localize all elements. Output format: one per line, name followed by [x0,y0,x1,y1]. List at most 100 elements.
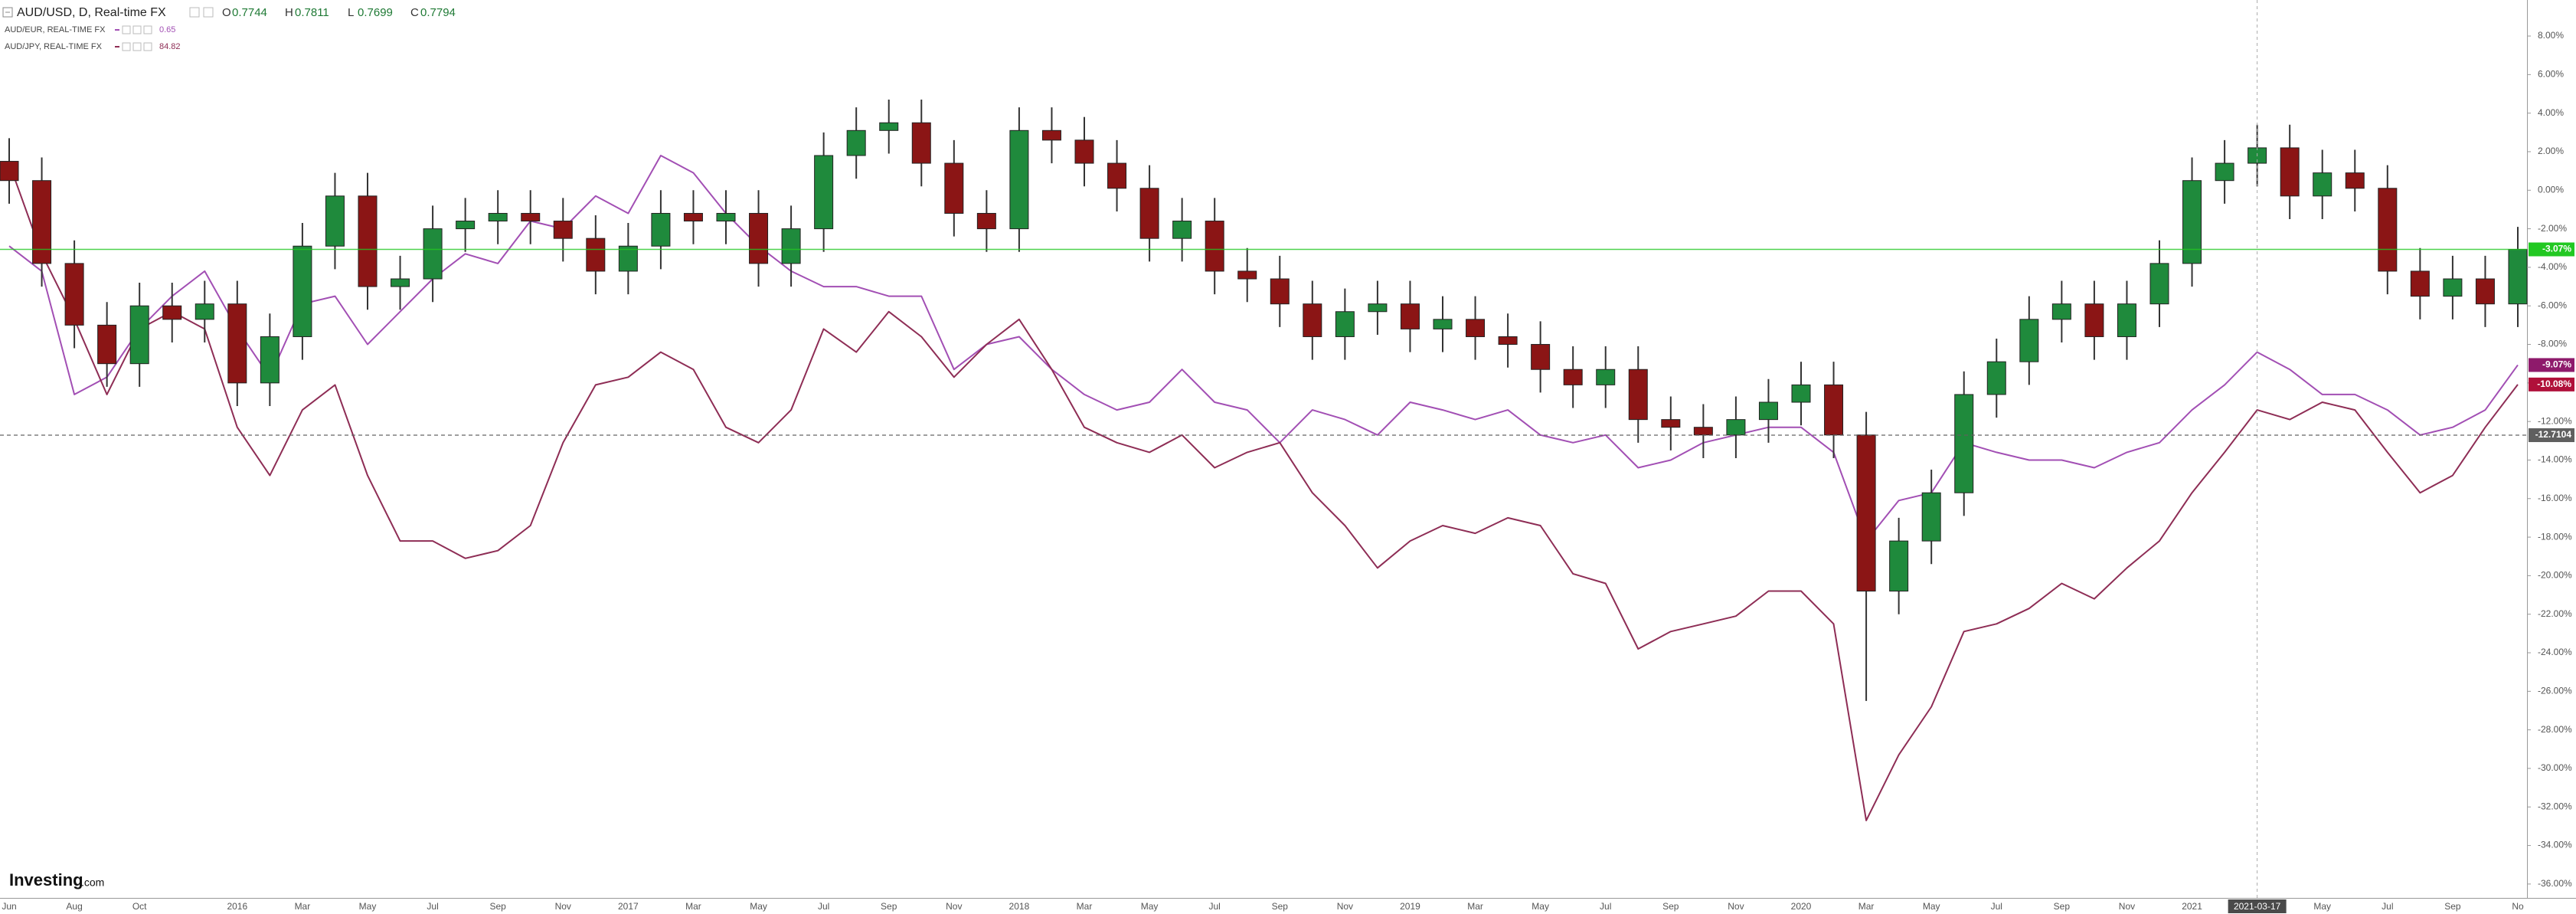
candle-body [1237,270,1257,280]
watermark-brand: Investing [9,870,83,889]
candle-body [1758,401,1778,421]
candle-body [944,162,964,214]
candle-body [586,238,606,272]
ohlc-label: H [285,6,293,19]
candle-body [64,263,84,326]
x-tick-label: May [1532,901,1549,912]
candle-body [227,303,247,384]
candle-body [293,245,312,337]
legend: AUD/USD, D, Real-time FX O 0.7744 H 0.7811 L 0… [2,6,456,51]
candle-body [683,212,703,222]
candle-body [1856,434,1876,592]
candle-body [976,212,996,230]
candle-body [1498,336,1518,346]
x-tick-label: Jul [1209,901,1221,912]
candle-body [749,212,769,264]
x-tick-label: Mar [295,901,311,912]
y-tick-label: -28.00% [2538,724,2572,735]
collapse-icon[interactable] [2,7,13,18]
x-tick-label: Sep [2444,901,2461,912]
candle-body [1596,369,1616,385]
y-tick-label: 8.00% [2538,30,2564,41]
x-tick-label: May [359,901,377,912]
price-tag [2529,358,2574,372]
candle-body [456,221,476,230]
y-tick-label: 0.00% [2538,184,2564,195]
ohlc-label: L [348,6,354,19]
y-tick-label: -36.00% [2538,878,2572,889]
y-tick-label: -24.00% [2538,647,2572,657]
crosshair-date-label: 2021-03-17 [2234,901,2281,912]
candle-body [1563,369,1583,385]
candle-body [32,180,52,264]
y-tick-label: -2.00% [2538,223,2567,234]
y-tick-label: -6.00% [2538,300,2567,310]
x-tick-label: May [2313,901,2331,912]
candle-body [521,212,541,222]
x-tick-label: May [1141,901,1159,912]
candle-body [391,278,410,287]
y-tick-label: -26.00% [2538,686,2572,696]
candle-body [129,305,149,365]
price-tag-label: -10.08% [2537,378,2571,389]
legend-name: AUD/JPY, REAL-TIME FX [5,42,103,51]
y-tick-label: -34.00% [2538,840,2572,850]
candle-body [2443,278,2463,297]
ohlc-label: O [222,6,231,19]
candle-body [1726,419,1746,436]
candle-body [2410,270,2430,297]
y-tick-label: -16.00% [2538,493,2572,503]
y-tick-label: 4.00% [2538,107,2564,118]
candle-body [358,195,378,287]
x-tick-label: Nov [555,901,571,912]
candle-body [1303,303,1322,337]
legend-icon[interactable] [132,42,142,51]
candle-body [716,212,736,222]
price-tag-label: -12.7104 [2535,429,2572,440]
candle-body [651,212,671,247]
candle-body [2149,263,2169,305]
legend-icon[interactable] [143,25,152,34]
candle-body [1889,540,1909,592]
candle-body [1628,369,1648,421]
y-tick-label: -20.00% [2538,570,2572,581]
x-tick-label: May [750,901,767,912]
candle-body [2117,303,2136,337]
candle-body [1531,344,1551,370]
legend-icon[interactable] [203,7,214,18]
legend-icon[interactable] [132,25,142,34]
legend-icon[interactable] [143,42,152,51]
candle-body [1954,394,1974,493]
legend-icon[interactable] [122,42,131,51]
candle-body [1270,278,1290,305]
x-tick-label: Mar [1077,901,1093,912]
y-tick-label: 6.00% [2538,69,2564,80]
x-tick-label: Sep [490,901,507,912]
x-tick-label: Jul [818,901,829,912]
x-tick-label: Jul [2381,901,2393,912]
x-tick-label: Mar [1467,901,1483,912]
candle-body [1368,303,1388,313]
ohlc-value: 0.7811 [295,6,329,19]
price-tag [2529,377,2574,391]
x-tick-label: 2019 [1400,901,1420,912]
candle-body [488,212,508,222]
candle-body [0,161,19,182]
candle-body [2051,303,2071,320]
candle-body [1074,139,1094,164]
price-tag-label: -9.07% [2542,359,2571,370]
x-tick-label: 2020 [1791,901,1812,912]
legend-main-name: AUD/USD, D, Real-time FX [17,6,166,19]
x-tick-label: Nov [2119,901,2135,912]
candle-body [162,305,182,320]
legend-icon[interactable] [189,7,200,18]
crosshair-date-tag [2228,899,2287,913]
overlay: Investing.com [0,0,2527,898]
x-tick-label: Jul [427,901,438,912]
y-tick-label: -8.00% [2538,339,2567,349]
candle-body [2345,172,2365,189]
legend-icon[interactable] [122,25,131,34]
candle-body [1824,384,1844,436]
